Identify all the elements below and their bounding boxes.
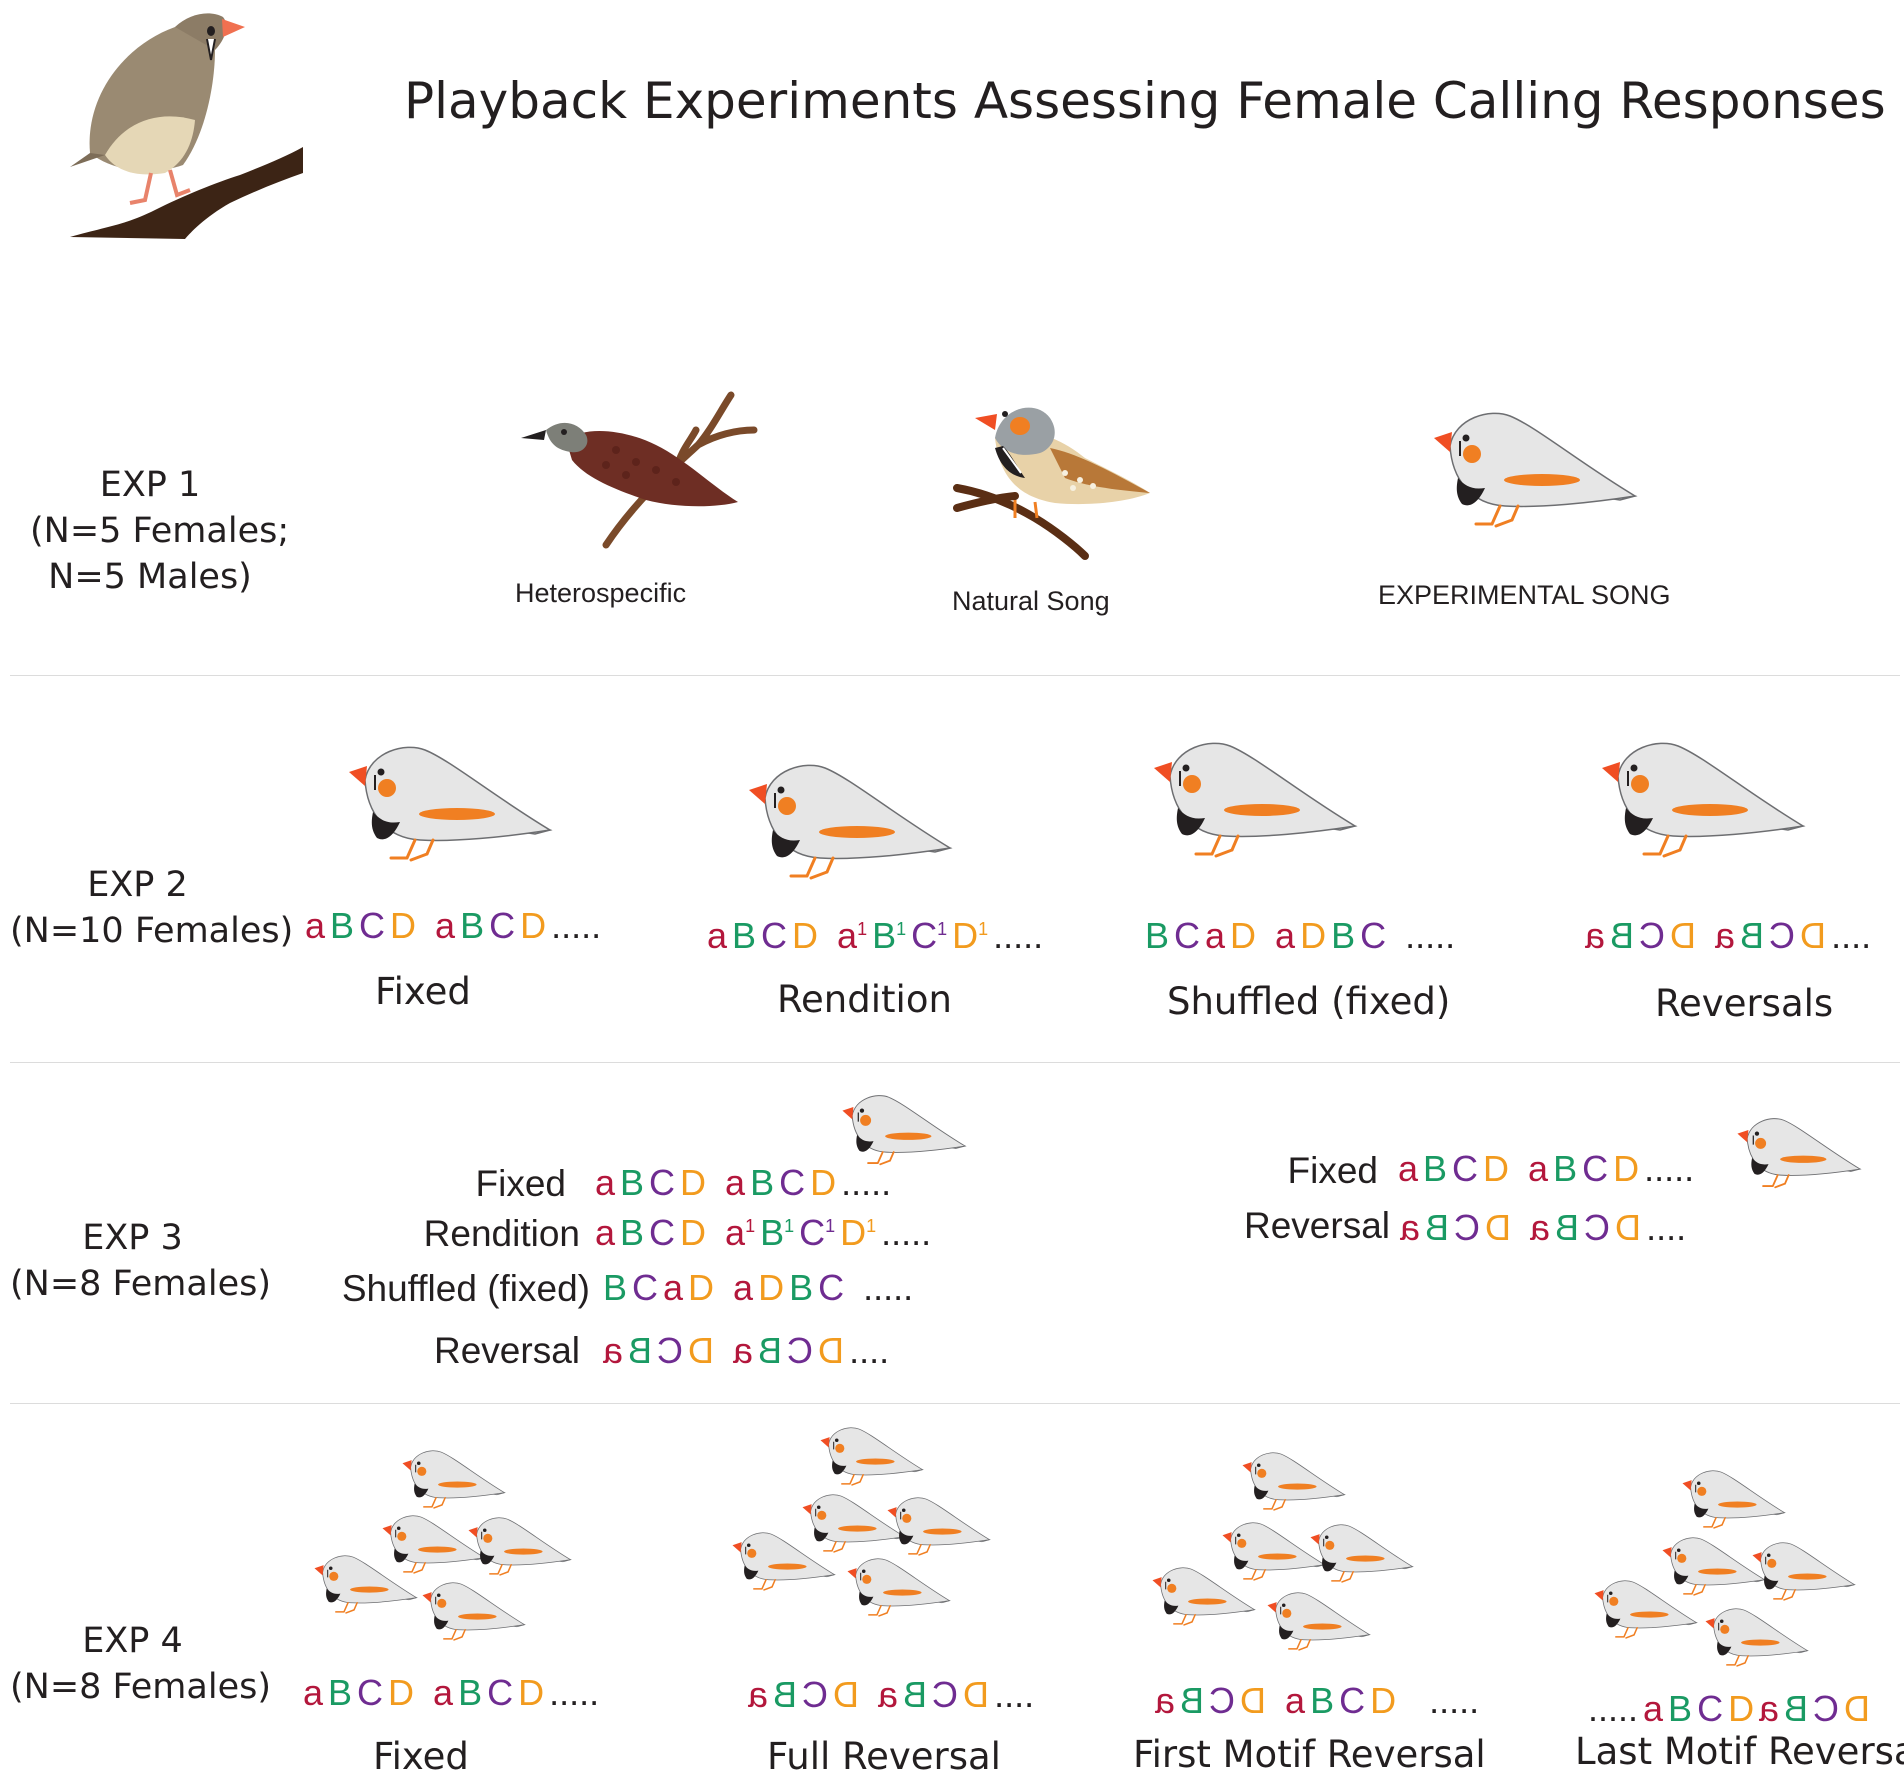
exp2-title: EXP 2 (87, 865, 188, 905)
stimulus-heterospecific: Heterospecific (515, 578, 687, 608)
zebra-finch-female-on-branch-icon (70, 13, 303, 239)
exp4-condition-fixed: Fixed (373, 1735, 469, 1778)
finch-icon (819, 1426, 924, 1486)
finch-icon (1241, 1451, 1346, 1511)
finch-icon (1152, 741, 1357, 858)
exp2-n: (N=10 Females) (10, 911, 294, 951)
exp1-n-males: N=5 Males) (48, 557, 252, 597)
divider-exp1 (10, 675, 1900, 676)
exp3-right-label-reversal: Reversal (1244, 1205, 1390, 1246)
stylized-zebra-finch-icon (1432, 411, 1637, 528)
finch-icon (1681, 1469, 1786, 1529)
exp3-left-label-rendition: Rendition (423, 1213, 580, 1254)
finch-icon (886, 1496, 991, 1556)
exp2-condition-rendition: Rendition (777, 978, 952, 1021)
finch-icon (1593, 1579, 1698, 1639)
exp3-left-label-reversal: Reversal (434, 1330, 580, 1371)
exp2-label: EXP 2 (N=10 Females) (10, 862, 294, 954)
exp4-title: EXP 4 (82, 1621, 183, 1661)
finch-icon (1309, 1523, 1414, 1583)
finch-icon (841, 1094, 966, 1166)
exp4-condition-first-motif-reversal: First Motif Reversal (1133, 1733, 1486, 1776)
page-title: Playback Experiments Assessing Female Ca… (404, 72, 1886, 130)
exp1-n-females: (N=5 Females; (30, 511, 290, 551)
finch-icon (467, 1516, 572, 1576)
divider-exp2 (10, 1062, 1900, 1063)
exp4-label: EXP 4 (N=8 Females) (10, 1618, 271, 1710)
zebra-finch-male-icon (953, 407, 1150, 560)
finch-icon (401, 1449, 506, 1509)
finch-icon (313, 1554, 418, 1614)
exp3-right-label-fixed: Fixed (1287, 1150, 1378, 1191)
exp3-label: EXP 3 (N=8 Females) (10, 1215, 271, 1307)
exp2-condition-shuffled: Shuffled (fixed) (1167, 980, 1451, 1023)
stimulus-natural-song: Natural Song (952, 586, 1110, 616)
exp4-n: (N=8 Females) (10, 1667, 271, 1707)
exp3-left-label-fixed: Fixed (475, 1163, 566, 1204)
divider-exp3 (10, 1403, 1900, 1404)
exp1-label: EXP 1 (N=5 Females; N=5 Males) (30, 462, 290, 600)
finch-icon (731, 1531, 836, 1591)
exp2-condition-reversals: Reversals (1655, 982, 1834, 1025)
exp1-title: EXP 1 (99, 465, 201, 505)
exp4-condition-last-motif-reversal: Last Motif Reversal (1575, 1730, 1904, 1773)
finch-icon (421, 1581, 526, 1641)
finch-icon (1704, 1607, 1809, 1667)
finch-icon (1751, 1541, 1856, 1601)
exp3-n: (N=8 Females) (10, 1264, 271, 1304)
stimulus-experimental-song: EXPERIMENTAL SONG (1378, 580, 1671, 610)
exp2-condition-fixed: Fixed (375, 970, 471, 1013)
exp4-condition-full-reversal: Full Reversal (767, 1735, 1001, 1778)
finch-icon (1600, 741, 1805, 858)
exp3-title: EXP 3 (82, 1218, 183, 1258)
finch-icon (1151, 1566, 1256, 1626)
heterospecific-bird-icon (521, 391, 758, 549)
finch-icon (347, 745, 552, 862)
exp3-left-label-shuffled: Shuffled (fixed) (341, 1268, 590, 1309)
finch-icon (1266, 1591, 1371, 1651)
finch-icon (846, 1557, 951, 1617)
finch-icon (1736, 1117, 1861, 1189)
finch-icon (747, 763, 952, 880)
